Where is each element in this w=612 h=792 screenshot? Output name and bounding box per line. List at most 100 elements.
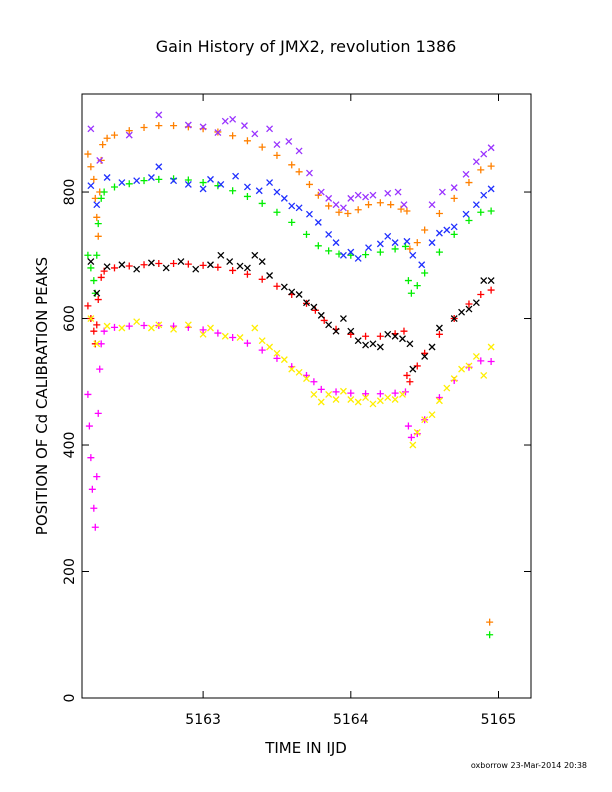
data-point	[192, 265, 200, 273]
data-point	[421, 269, 429, 277]
data-point	[236, 334, 244, 341]
data-point	[243, 264, 251, 272]
data-point	[317, 385, 325, 393]
data-point	[118, 261, 126, 269]
chart-title: Gain History of JMX2, revolution 1386	[156, 37, 457, 56]
data-point	[140, 124, 148, 132]
y-tick-label: 400	[62, 432, 78, 459]
data-point	[229, 115, 237, 123]
data-point	[365, 201, 373, 209]
data-point	[88, 485, 96, 493]
data-point	[384, 330, 392, 338]
data-point	[391, 332, 399, 340]
data-point	[133, 318, 141, 326]
series-6	[87, 251, 495, 373]
data-point	[413, 428, 421, 436]
data-point	[401, 242, 409, 250]
data-point	[147, 324, 155, 332]
series-4	[87, 163, 495, 269]
data-point	[376, 332, 384, 340]
x-axis-label: TIME IN IJD	[264, 739, 347, 757]
data-point	[87, 315, 95, 322]
data-point	[266, 272, 274, 279]
data-point	[288, 365, 296, 373]
data-point	[199, 330, 207, 338]
data-point	[295, 368, 303, 376]
data-point	[251, 251, 259, 259]
data-point	[207, 261, 214, 269]
data-point	[305, 180, 313, 188]
data-point	[314, 191, 322, 199]
data-point	[103, 134, 111, 142]
data-point	[295, 147, 303, 155]
data-point	[140, 177, 148, 185]
data-point	[335, 208, 343, 216]
data-point	[229, 333, 237, 341]
data-point	[90, 327, 98, 335]
data-point	[100, 188, 108, 196]
data-point	[199, 179, 207, 187]
data-point	[258, 199, 266, 207]
data-point	[214, 329, 222, 337]
data-point	[450, 194, 458, 202]
data-point	[409, 365, 417, 373]
data-point	[93, 213, 101, 221]
data-point	[486, 618, 494, 626]
data-point	[91, 289, 99, 297]
data-point	[314, 242, 322, 250]
data-point	[229, 187, 237, 195]
data-point	[458, 365, 466, 373]
data-point	[450, 315, 458, 322]
data-point	[251, 324, 259, 332]
data-point	[140, 261, 148, 269]
data-point	[480, 191, 488, 199]
data-point	[487, 207, 495, 215]
data-point	[125, 127, 133, 135]
data-point	[403, 237, 411, 245]
data-point	[90, 277, 98, 285]
data-point	[93, 201, 101, 209]
data-point	[96, 156, 104, 164]
data-point	[354, 254, 362, 262]
data-point	[94, 409, 102, 417]
data-point	[273, 349, 281, 357]
data-point	[480, 277, 488, 285]
data-point	[288, 288, 296, 296]
data-point	[332, 388, 340, 396]
data-point	[94, 220, 102, 228]
data-point	[413, 239, 421, 247]
data-point	[310, 303, 318, 311]
data-point	[125, 322, 133, 330]
data-point	[236, 262, 244, 270]
data-point	[487, 358, 495, 366]
data-point	[354, 206, 362, 214]
data-point	[97, 156, 105, 164]
data-point	[85, 422, 93, 430]
data-point	[155, 111, 163, 119]
data-point	[288, 161, 296, 169]
data-point	[486, 631, 494, 639]
data-point	[170, 259, 178, 267]
data-point	[362, 390, 370, 398]
data-point	[87, 125, 95, 133]
data-point	[110, 183, 118, 191]
data-point	[177, 258, 185, 266]
data-point	[303, 375, 310, 383]
data-point	[314, 218, 322, 226]
data-point	[465, 362, 473, 370]
data-point	[217, 251, 225, 259]
data-point	[325, 390, 333, 398]
data-point	[332, 201, 340, 209]
data-point	[332, 327, 340, 335]
data-point	[487, 343, 495, 351]
data-point	[404, 422, 412, 430]
data-point	[84, 390, 92, 398]
data-point	[97, 340, 105, 348]
data-point	[465, 363, 473, 371]
data-point	[199, 261, 207, 269]
data-point	[450, 184, 458, 192]
data-point	[214, 129, 222, 137]
data-point	[465, 216, 473, 224]
data-point	[347, 194, 355, 202]
data-point	[347, 396, 355, 403]
